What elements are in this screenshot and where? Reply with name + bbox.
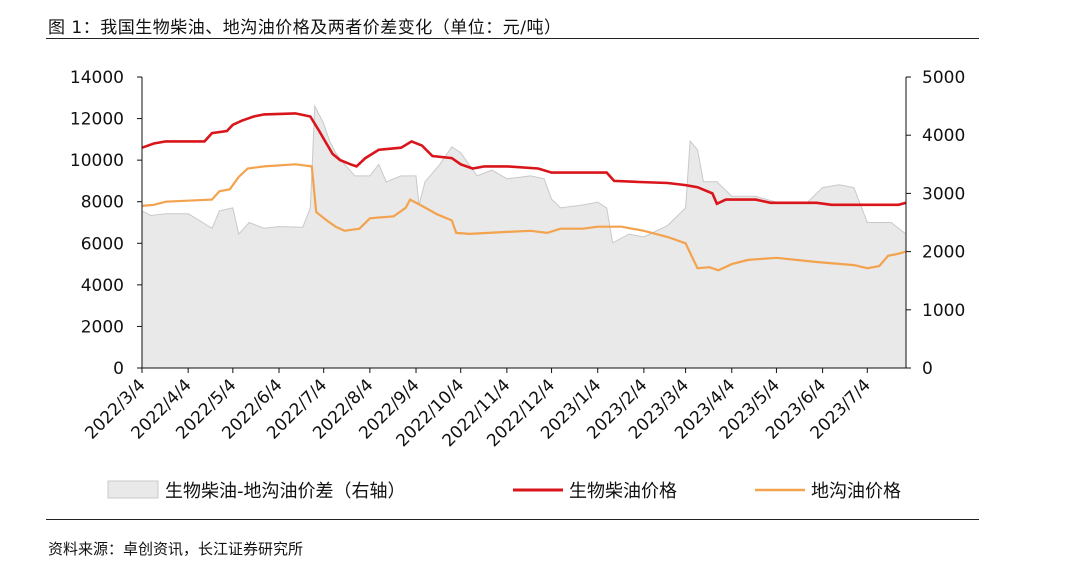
y-left-tick-label: 8000 — [81, 193, 124, 213]
legend-biodiesel-label: 生物柴油价格 — [569, 481, 677, 502]
y-left-tick-label: 14000 — [70, 68, 124, 88]
x-tick-labels: 2022/3/42022/4/42022/5/42022/6/42022/7/4… — [81, 368, 875, 451]
top-rule — [46, 38, 979, 39]
source-note: 资料来源：卓创资讯，长江证券研究所 — [48, 540, 304, 558]
y-right-tick-label: 2000 — [922, 243, 965, 263]
legend: 生物柴油-地沟油价差（右轴） 生物柴油价格 地沟油价格 — [107, 480, 901, 502]
spread-area — [141, 104, 907, 369]
y-right-tick-label: 0 — [922, 359, 933, 379]
waste-oil-price-line — [141, 163, 907, 272]
y-left-tick-label: 0 — [113, 359, 124, 379]
legend-spread-swatch — [107, 480, 159, 499]
y-left-tick-label: 6000 — [81, 234, 124, 254]
y-right-tick-label: 4000 — [922, 126, 965, 146]
legend-waste-oil-label: 地沟油价格 — [811, 481, 901, 502]
y-right-tick-label: 3000 — [922, 184, 965, 204]
bottom-rule — [46, 519, 979, 520]
y-left-tick-label: 4000 — [81, 276, 124, 296]
y-right-tick-label: 5000 — [922, 68, 965, 88]
plot-layer — [141, 104, 907, 369]
chart-title: 图 1：我国生物柴油、地沟油价格及两者价差变化（单位：元/吨） — [48, 18, 562, 38]
y-right-tick-label: 1000 — [922, 301, 965, 321]
y-left-tick-label: 2000 — [81, 317, 124, 337]
y-left-tick-label: 12000 — [70, 110, 124, 130]
biodiesel-price-line — [141, 112, 907, 207]
axes: 0 2000 4000 6000 8000 10000 12000 14000 0 1000 200… — [70, 68, 965, 379]
y-left-tick-label: 10000 — [70, 151, 124, 171]
legend-spread-label: 生物柴油-地沟油价差（右轴） — [165, 481, 406, 502]
